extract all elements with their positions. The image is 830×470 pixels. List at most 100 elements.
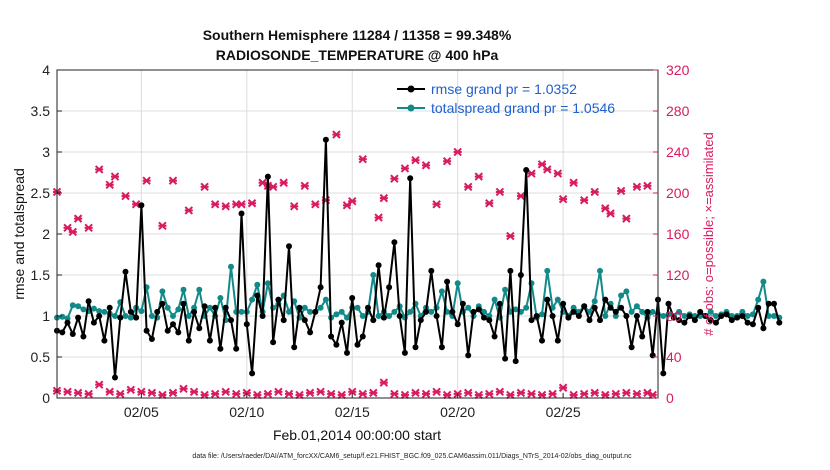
obs-count-point — [311, 200, 320, 209]
obs-count-point — [442, 390, 452, 400]
rmse-point — [154, 308, 161, 315]
totalspread-point — [264, 280, 271, 287]
rmse-point — [270, 339, 277, 346]
legend-spread-marker — [407, 104, 415, 112]
obs-count-point — [400, 164, 410, 173]
obs-count-point — [200, 390, 209, 400]
obs-count-point — [442, 157, 452, 166]
obs-count-point — [184, 206, 194, 215]
totalspread-point — [386, 313, 393, 319]
totalspread-point — [96, 308, 103, 315]
totalspread-point — [359, 313, 366, 319]
rmse-point — [365, 304, 371, 311]
rmse-point — [112, 374, 118, 381]
totalspread-point — [618, 292, 625, 299]
right-y-tick-label: 160 — [666, 226, 690, 242]
rmse-point — [565, 314, 572, 321]
obs-count-point — [200, 182, 209, 192]
x-tick-label: 02/20 — [440, 404, 475, 420]
rmse-point — [470, 308, 477, 315]
totalspread-point — [391, 308, 398, 315]
rmse-point — [106, 304, 113, 311]
totalspread-point — [217, 295, 224, 301]
rmse-point — [191, 308, 198, 315]
obs-count-point — [590, 388, 599, 398]
rmse-point — [354, 341, 361, 348]
rmse-point — [449, 308, 456, 315]
rmse-point — [359, 333, 366, 340]
obs-count-point — [390, 174, 399, 183]
obs-count-point — [622, 214, 631, 223]
left-y-axis-label: rmse and totalspread — [11, 168, 27, 300]
totalspread-point — [465, 304, 472, 311]
totalspread-point — [649, 308, 656, 315]
right-y-axis-ticks: 0 40 80 120 160 200 240 280 320 — [653, 62, 690, 406]
rmse-point — [317, 284, 324, 291]
obs-count-point — [474, 390, 483, 400]
totalspread-point — [713, 313, 719, 319]
rmse-point — [628, 344, 635, 351]
left-y-tick-label: 4 — [42, 62, 50, 78]
totalspread-point — [59, 313, 66, 320]
obs-count-point — [337, 390, 346, 400]
obs-count-point — [221, 387, 230, 397]
totalspread-point — [180, 286, 187, 293]
right-y-tick-label: 240 — [666, 144, 690, 160]
obs-count-point — [237, 200, 246, 209]
rmse-point — [517, 272, 524, 278]
totalspread-point — [454, 280, 461, 287]
rmse-point — [433, 313, 440, 319]
rmse-point — [554, 337, 561, 344]
rmse-point — [206, 337, 213, 344]
left-y-axis-ticks: 0 0.5 1 1.5 2 2.5 3 3.5 4 — [31, 62, 62, 406]
totalspread-point — [744, 313, 751, 319]
rmse-point — [575, 313, 582, 319]
obs-count-point — [158, 221, 167, 231]
totalspread-point — [539, 311, 545, 318]
totalspread-point — [544, 267, 551, 274]
obs-count-point — [316, 387, 325, 397]
totalspread-point — [254, 281, 261, 288]
obs-count-point — [569, 178, 578, 187]
rmse-point — [633, 313, 640, 319]
rmse-point — [243, 321, 250, 328]
rmse-point — [375, 262, 382, 269]
rmse-point — [333, 341, 340, 348]
obs-count-point — [601, 390, 610, 400]
totalspread-point — [597, 267, 603, 274]
obs-count-point — [284, 389, 294, 399]
totalspread-point — [512, 306, 519, 313]
obs-count-point — [474, 172, 483, 181]
rmse-point — [507, 267, 514, 274]
obs-count-point — [147, 388, 157, 398]
obs-count-point — [379, 378, 389, 387]
obs-count-point — [537, 390, 547, 400]
rmse-point — [765, 300, 772, 307]
rmse-point — [222, 304, 229, 311]
obs-count-point — [390, 389, 399, 399]
totalspread-point — [90, 305, 97, 312]
obs-count-point — [290, 202, 299, 211]
obs-count-point — [137, 387, 146, 397]
totalspread-point — [639, 308, 646, 315]
right-y-tick-label: 80 — [666, 308, 682, 324]
obs-count-point — [516, 388, 526, 398]
rmse-point — [228, 317, 234, 324]
x-axis-label: Feb.01,2014 00:00:00 start — [273, 427, 441, 443]
obs-count-point — [421, 161, 431, 170]
right-y-tick-label: 200 — [666, 185, 690, 201]
obs-count-point — [358, 389, 367, 399]
obs-count-point — [543, 165, 552, 174]
totalspread-point — [438, 288, 445, 295]
totalspread-point — [122, 313, 129, 319]
totalspread-point — [249, 296, 256, 303]
rmse-point — [396, 313, 403, 319]
rmse-point — [291, 344, 298, 351]
obs-count-point — [622, 388, 631, 398]
obs-count-point — [569, 390, 578, 400]
totalspread-point — [206, 304, 213, 311]
totalspread-point — [75, 303, 82, 310]
rmse-point — [438, 344, 445, 351]
right-y-axis-label: # of obs: o=possible; ×=assimilated — [701, 132, 716, 335]
